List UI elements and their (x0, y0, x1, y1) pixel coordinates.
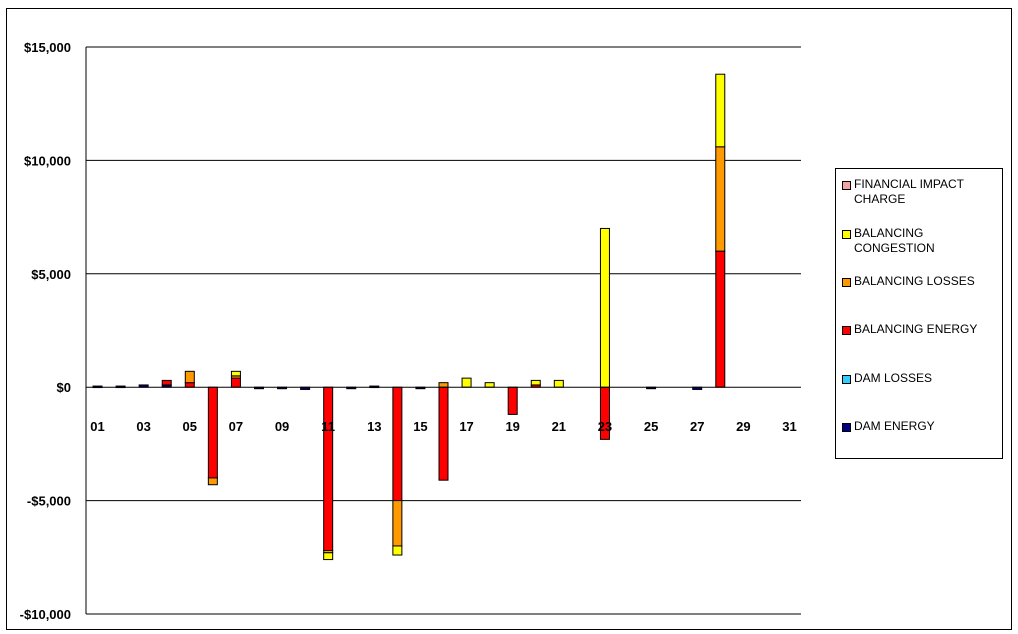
y-tick-label: $0 (57, 380, 71, 395)
x-tick-label: 29 (736, 419, 750, 434)
x-tick-label: 13 (367, 419, 381, 434)
bar-segment (599, 227, 610, 388)
gridlines (86, 46, 801, 615)
bar-segment (715, 146, 726, 252)
bar-segment (230, 377, 241, 388)
legend: FINANCIAL IMPACT CHARGE BALANCING CONGEST… (835, 168, 1003, 459)
bar-segment (507, 386, 518, 415)
legend-item: FINANCIAL IMPACT CHARGE (842, 177, 1000, 207)
x-tick-label: 21 (552, 419, 566, 434)
bar-segment (530, 379, 541, 386)
bar-segment (392, 545, 403, 556)
x-tick-label: 11 (321, 419, 335, 434)
y-tick-label: $5,000 (31, 267, 71, 282)
bar-segment (207, 477, 218, 486)
bar-segment (715, 250, 726, 388)
axes (85, 47, 801, 614)
x-tick-label: 03 (136, 419, 150, 434)
y-tick-label: -$5,000 (27, 494, 71, 509)
legend-swatch (842, 181, 851, 190)
bar-segment (392, 500, 403, 547)
bar-segment (184, 382, 195, 388)
legend-label: BALANCING CONGESTION (854, 226, 935, 255)
legend-item: BALANCING ENERGY (842, 322, 1000, 337)
x-tick-label: 25 (644, 419, 658, 434)
x-tick-label: 27 (690, 419, 704, 434)
x-tick-label: 15 (413, 419, 427, 434)
bar-segment (161, 379, 172, 386)
y-tick-label: -$10,000 (20, 607, 71, 622)
legend-item: BALANCING LOSSES (842, 274, 1000, 289)
legend-swatch (842, 278, 851, 287)
x-tick-label: 17 (459, 419, 473, 434)
bar-segment (184, 370, 195, 384)
legend-label: BALANCING ENERGY (854, 322, 978, 336)
legend-label: BALANCING LOSSES (854, 274, 975, 288)
bars (92, 73, 726, 561)
y-tick-label: $10,000 (24, 153, 71, 168)
legend-swatch (842, 230, 851, 239)
bar-segment (392, 386, 403, 502)
legend-swatch (842, 423, 851, 432)
legend-swatch (842, 375, 851, 384)
legend-item: BALANCING CONGESTION (842, 226, 1000, 256)
x-tick-label: 19 (505, 419, 519, 434)
legend-item: DAM LOSSES (842, 371, 1000, 386)
bar-segment (715, 73, 726, 148)
x-tick-label: 23 (598, 419, 612, 434)
y-tick-label: $15,000 (24, 40, 71, 55)
x-tick-label: 09 (275, 419, 289, 434)
bar-segment (484, 382, 495, 388)
bar-segment (323, 552, 334, 561)
bar-segment (323, 386, 334, 551)
legend-swatch (842, 326, 851, 335)
x-tick-label: 01 (90, 419, 104, 434)
x-tick-label: 31 (782, 419, 796, 434)
x-tick-label: 07 (229, 419, 243, 434)
legend-item: DAM ENERGY (842, 419, 1000, 434)
bar-segment (230, 370, 241, 377)
bar-segment (438, 386, 449, 481)
legend-label: DAM LOSSES (854, 371, 933, 385)
bar-segment (438, 382, 449, 388)
bar-segment (207, 386, 218, 479)
bar-segment (553, 379, 564, 388)
x-tick-label: 05 (183, 419, 197, 434)
legend-label: DAM ENERGY (854, 419, 935, 433)
bar-segment (461, 377, 472, 388)
legend-label: FINANCIAL IMPACT CHARGE (854, 177, 964, 206)
x-axis-ticks: 01 03 05 07 09 11 13 15 17 19 21 23 25 27 29 31 (90, 419, 796, 434)
y-axis-ticks: $15,000 $10,000 $5,000 $0 -$5,000 -$10,000 (20, 40, 71, 622)
